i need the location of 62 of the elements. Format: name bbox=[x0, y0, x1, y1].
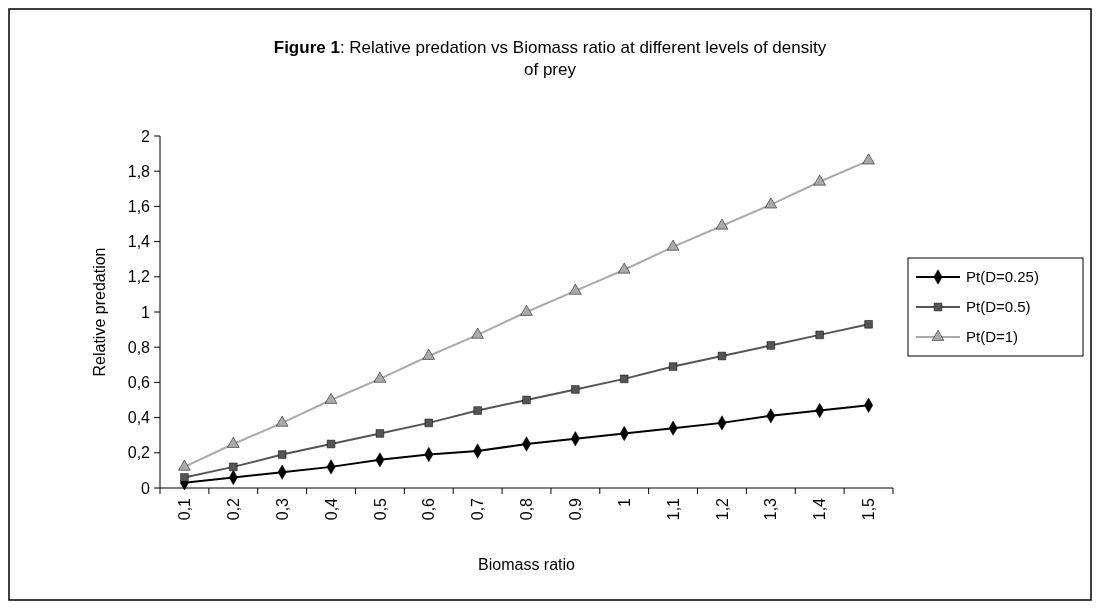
point bbox=[569, 283, 582, 295]
point bbox=[326, 439, 336, 449]
legend-label: Pt(D=1) bbox=[966, 328, 1019, 346]
x-tick-label: 0,3 bbox=[273, 497, 291, 521]
y-tick-label: 0,2 bbox=[127, 444, 151, 462]
x-tick-label: 1,1 bbox=[664, 497, 682, 521]
point bbox=[471, 327, 484, 339]
legend-label: Pt(D=0.5) bbox=[966, 298, 1031, 316]
x-tick-label: 0,1 bbox=[176, 497, 194, 521]
point bbox=[864, 320, 873, 329]
y-tick-label: 2 bbox=[141, 127, 151, 145]
x-tick-label: 0,5 bbox=[371, 497, 389, 521]
y-tick-label: 1,6 bbox=[127, 198, 151, 215]
point bbox=[422, 348, 435, 360]
point bbox=[813, 174, 826, 186]
point bbox=[618, 262, 631, 274]
x-tick-label: 1,4 bbox=[811, 497, 829, 521]
point bbox=[424, 418, 433, 427]
x-tick-label: 1,5 bbox=[860, 497, 878, 521]
legend-label: Pt(D=0.25) bbox=[966, 268, 1039, 286]
y-tick-label: 0,4 bbox=[127, 409, 151, 427]
point bbox=[766, 341, 775, 350]
y-tick-label: 1,8 bbox=[127, 162, 151, 180]
point bbox=[764, 197, 777, 209]
y-tick-label: 1,2 bbox=[127, 268, 151, 286]
x-tick-label: 1,3 bbox=[762, 497, 780, 521]
point bbox=[666, 239, 680, 251]
point bbox=[571, 385, 580, 394]
point bbox=[227, 436, 240, 448]
point bbox=[473, 406, 482, 415]
y-axis-title: Relative predation bbox=[91, 247, 108, 377]
x-tick-label: 0,7 bbox=[469, 497, 487, 521]
x-tick-label: 1 bbox=[615, 497, 633, 507]
point bbox=[815, 330, 824, 339]
point bbox=[375, 429, 385, 438]
y-tick-label: 1 bbox=[141, 303, 151, 321]
point bbox=[715, 218, 729, 230]
x-tick-label: 0,6 bbox=[420, 497, 438, 521]
point bbox=[373, 371, 387, 383]
point bbox=[278, 450, 287, 459]
point bbox=[276, 415, 289, 427]
point bbox=[180, 473, 189, 482]
x-tick-label: 0,4 bbox=[322, 497, 340, 521]
point bbox=[178, 459, 191, 471]
y-tick-label: 0,6 bbox=[127, 374, 151, 391]
point bbox=[668, 362, 678, 371]
chart-title: Figure 1: Relative predation vs Biomass ratio at different levels of density of prey bbox=[273, 38, 827, 79]
x-tick-label: 0,8 bbox=[518, 497, 536, 521]
x-tick-label: 0,2 bbox=[224, 497, 242, 521]
x-axis-title: Biomass ratio bbox=[478, 556, 576, 573]
x-tick-label: 1,2 bbox=[713, 497, 731, 521]
point bbox=[522, 395, 531, 405]
point bbox=[717, 351, 727, 361]
y-tick-label: 0 bbox=[141, 479, 151, 497]
point bbox=[520, 304, 533, 316]
y-tick-label: 0,8 bbox=[127, 338, 151, 356]
y-tick-label: 1,4 bbox=[127, 233, 151, 251]
point bbox=[324, 392, 338, 404]
point bbox=[620, 374, 629, 383]
x-tick-label: 0,9 bbox=[566, 497, 584, 521]
point bbox=[229, 462, 238, 471]
point bbox=[862, 153, 875, 165]
